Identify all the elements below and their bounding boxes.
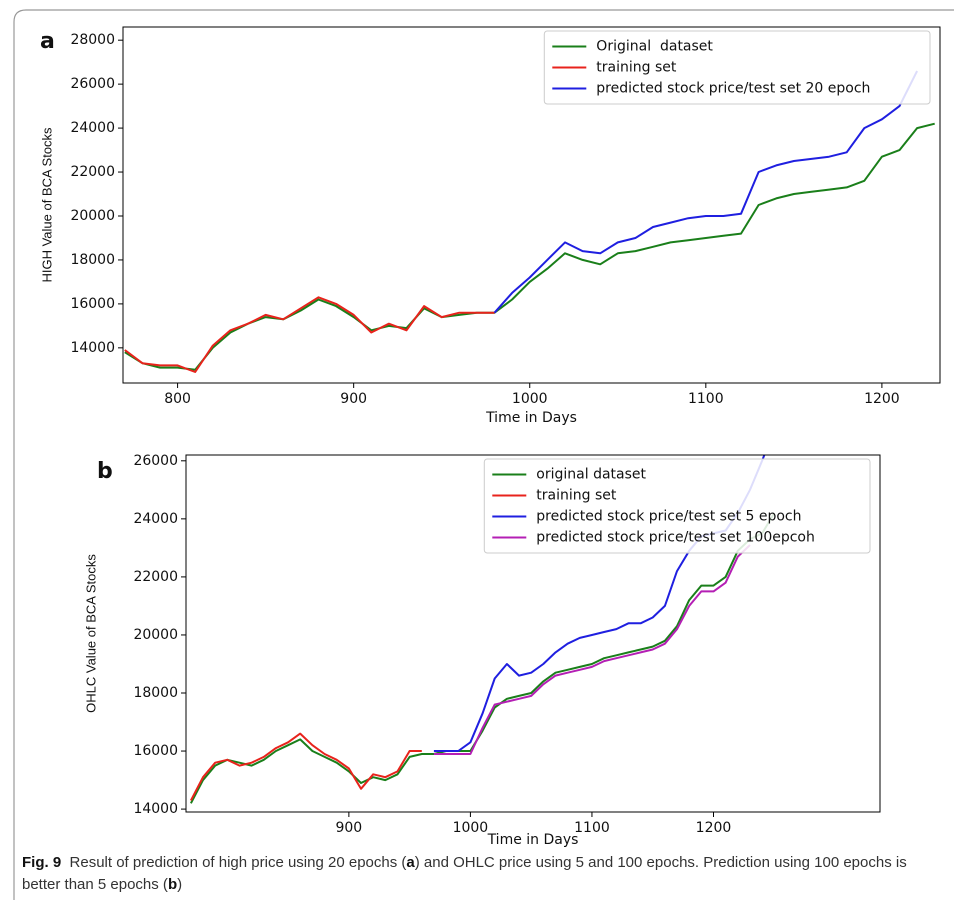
y-tick-label: 26000 [133,453,178,469]
y-axis-label: HIGH Value of BCA Stocks [39,127,54,283]
legend-label: original dataset [536,467,646,483]
series-line [433,544,751,755]
legend-label: predicted stock price/test set 100epcoh [536,530,815,546]
legend-label: predicted stock price/test set 5 epoch [536,509,801,525]
x-tick-label: 1200 [696,820,732,836]
y-tick-label: 20000 [133,627,178,643]
series-line [124,122,935,371]
caption-ref: a [406,854,415,871]
panel-label: a [40,29,55,54]
y-tick-label: 28000 [70,32,115,48]
x-axis-label: Time in Days [485,410,577,426]
y-tick-label: 26000 [70,76,115,92]
y-axis-label: OHLC Value of BCA Stocks [83,554,98,713]
legend-box [543,30,931,105]
series-line [190,732,422,801]
caption-text: ) [177,876,183,893]
caption: Fig. 9 Result of prediction of high pric… [22,852,922,896]
x-tick-label: 900 [340,391,367,407]
caption-text: Result of prediction of high price using… [69,854,407,871]
y-tick-label: 18000 [133,685,178,701]
plot-frame [122,26,941,384]
series-line [190,512,776,804]
x-tick-label: 1100 [574,820,610,836]
y-tick-label: 16000 [133,743,178,759]
caption-text: ) and OHLC price using 5 and 100 epochs.… [22,854,907,893]
panel-label: b [97,459,113,484]
y-tick-label: 22000 [133,569,178,585]
series-line [493,70,918,314]
frame [13,9,954,900]
x-tick-label: 1200 [864,391,900,407]
y-tick-label: 14000 [70,340,115,356]
legend-label: training set [536,488,617,504]
legend-label: training set [596,60,677,76]
plot-lines [190,455,776,804]
caption-label: Fig. 9 [22,854,62,871]
y-tick-label: 14000 [133,801,178,817]
x-tick-label: 1000 [512,391,548,407]
x-tick-label: 900 [335,820,362,836]
series-line [124,296,495,373]
x-tick-label: 1100 [688,391,724,407]
y-tick-label: 24000 [70,120,115,136]
y-tick-label: 20000 [70,208,115,224]
y-tick-label: 18000 [70,252,115,268]
plot-frame [185,454,881,813]
x-tick-label: 1000 [453,820,489,836]
legend-label: predicted stock price/test set 20 epoch [596,81,870,97]
y-tick-label: 22000 [70,164,115,180]
legend-box [483,458,871,554]
y-tick-label: 16000 [70,296,115,312]
y-tick-label: 24000 [133,511,178,527]
plot-lines [124,70,935,373]
legend-label: Original dataset [596,39,713,55]
x-axis-label: Time in Days [487,832,579,848]
caption-ref: b [167,876,178,893]
x-tick-label: 800 [164,391,191,407]
